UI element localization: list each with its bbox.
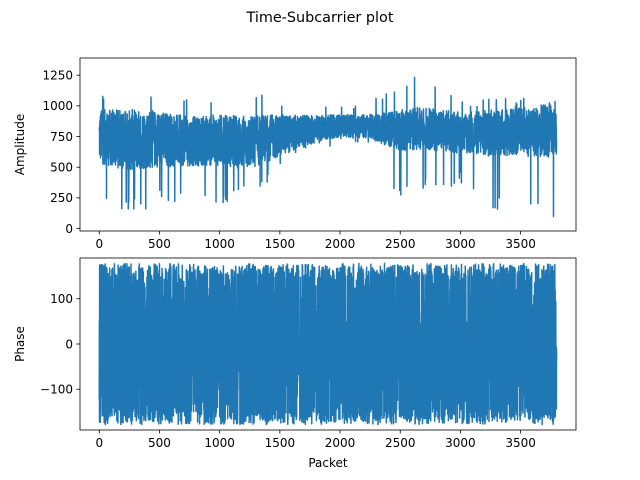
phase-xtick-label: 2000: [325, 436, 356, 450]
amplitude-axes-frame: [79, 57, 577, 232]
phase-series-line: [98, 262, 558, 426]
phase-xtick-label: 500: [148, 436, 171, 450]
amplitude-ytick-label: 750: [50, 130, 73, 144]
phase-xtick-label: 0: [95, 436, 103, 450]
chart-title: Time-Subcarrier plot: [245, 10, 393, 26]
amplitude-xtick-label: 2500: [385, 237, 416, 251]
amplitude-xtick-label: 3500: [505, 237, 536, 251]
amplitude-xtick-label: 1500: [265, 237, 296, 251]
amplitude-xtick-label: 0: [95, 237, 103, 251]
amplitude-ytick-label: 1000: [42, 99, 73, 113]
phase-ylabel: Phase: [13, 326, 27, 362]
phase-ytick-label: −100: [40, 383, 73, 397]
amplitude-xtick-label: 1000: [204, 237, 235, 251]
phase-xtick-label: 3500: [505, 436, 536, 450]
amplitude-ytick-label: 500: [50, 160, 73, 174]
amplitude-ytick-label: 1250: [42, 68, 73, 82]
amplitude-ytick-label: 0: [65, 222, 73, 236]
phase-xtick-label: 3000: [445, 436, 476, 450]
phase-xtick-label: 1000: [204, 436, 235, 450]
amplitude-ylabel: Amplitude: [13, 114, 27, 176]
amplitude-xtick-label: 2000: [325, 237, 356, 251]
phase-ytick-label: 0: [65, 337, 73, 351]
phase-xlabel: Packet: [308, 456, 348, 470]
phase-ytick-label: 100: [50, 292, 73, 306]
amplitude-series-line: [98, 76, 558, 218]
phase-xtick-label: 2500: [385, 436, 416, 450]
amplitude-ytick-label: 250: [50, 191, 73, 205]
amplitude-xtick-label: 500: [148, 237, 171, 251]
amplitude-xtick-label: 3000: [445, 237, 476, 251]
phase-xtick-label: 1500: [265, 436, 296, 450]
